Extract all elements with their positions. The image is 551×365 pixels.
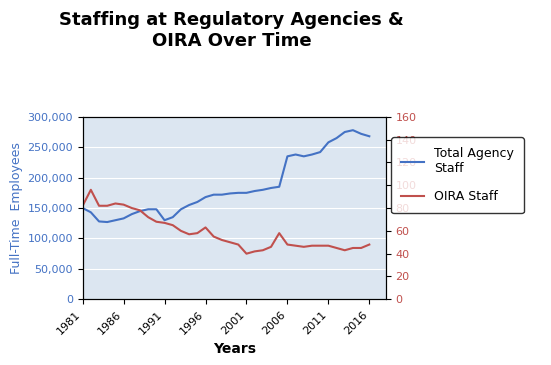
X-axis label: Years: Years [213, 342, 256, 356]
Y-axis label: Full-Time  Employees: Full-Time Employees [10, 142, 23, 274]
Text: Staffing at Regulatory Agencies &
OIRA Over Time: Staffing at Regulatory Agencies & OIRA O… [59, 11, 404, 50]
Legend: Total Agency
Staff, OIRA Staff: Total Agency Staff, OIRA Staff [391, 137, 523, 213]
